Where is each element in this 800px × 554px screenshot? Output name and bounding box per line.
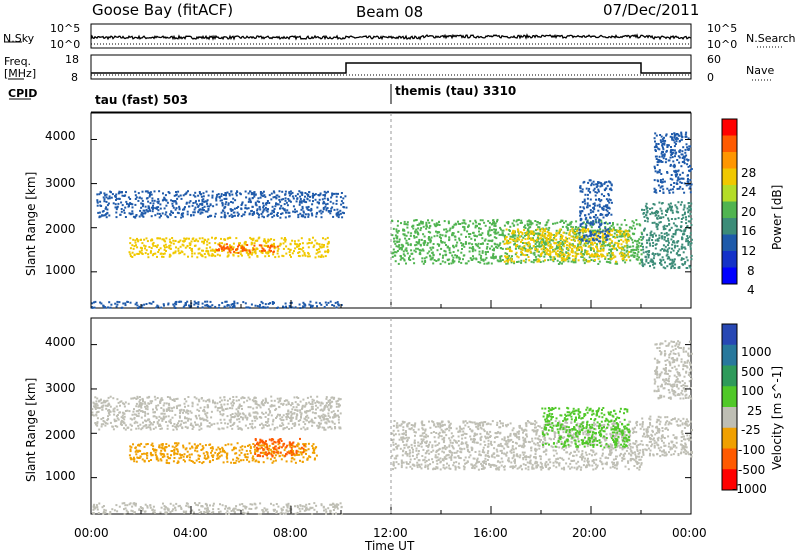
power-cb-tick-24: 24 bbox=[741, 185, 757, 199]
xtick-0800: 08:00 bbox=[273, 526, 308, 540]
power-ytick-4000: 4000 bbox=[45, 129, 76, 143]
power-ylabel: Slant Range [km] bbox=[24, 171, 38, 276]
power-ytick-2000: 2000 bbox=[45, 222, 76, 236]
velocity-cb-tick-25: 25 bbox=[747, 404, 763, 418]
velocity-colorbar-swatch bbox=[722, 324, 737, 346]
nave-tick-high: 60 bbox=[707, 53, 721, 66]
velocity-colorbar-swatch bbox=[722, 427, 737, 449]
velocity-colorbar-label: Velocity [m s^-1] bbox=[770, 365, 784, 470]
velocity-colorbar-swatch bbox=[722, 386, 737, 408]
xtick-0400: 04:00 bbox=[173, 526, 208, 540]
freq-trace bbox=[91, 62, 691, 74]
power-colorbar-swatch bbox=[722, 119, 737, 136]
power-colorbar-swatch bbox=[722, 267, 737, 285]
power-scatter-region-3 bbox=[91, 300, 343, 309]
power-colorbar-swatch bbox=[722, 234, 737, 252]
power-scatter-region-7 bbox=[641, 201, 693, 270]
velocity-colorbar-swatch bbox=[722, 448, 737, 470]
freq-unit-label: [MHz] bbox=[4, 67, 37, 80]
nsearch-tick-high: 10^5 bbox=[707, 22, 738, 35]
nave-tick-low: 0 bbox=[707, 71, 714, 84]
cpid-mode-1: tau (fast) 503 bbox=[95, 93, 188, 107]
power-colorbar-swatch bbox=[722, 251, 737, 268]
nsky-tick-low: 10^0 bbox=[50, 38, 81, 51]
velocity-cb-tick-m1000: -1000 bbox=[732, 482, 767, 496]
power-colorbar-swatch bbox=[722, 218, 737, 235]
power-cb-tick-20: 20 bbox=[741, 205, 757, 219]
freq-tick-high: 18 bbox=[65, 53, 79, 66]
power-colorbar-swatch bbox=[722, 201, 737, 219]
velocity-cb-tick-m100: -100 bbox=[738, 443, 766, 457]
velocity-cb-tick-m25: -25 bbox=[741, 423, 761, 437]
xtick-2000: 20:00 bbox=[572, 526, 607, 540]
nsky-trace bbox=[90, 33, 692, 41]
velocity-colorbar-swatch bbox=[722, 469, 737, 491]
xtick-2400: 00:00 bbox=[672, 526, 707, 540]
velocity-scatter-region-4 bbox=[541, 406, 631, 449]
power-cb-tick-28: 28 bbox=[741, 166, 757, 180]
freq-tick-low: 8 bbox=[71, 71, 78, 84]
nave-label: Nave bbox=[746, 64, 775, 77]
velocity-cb-tick-100: 100 bbox=[741, 384, 764, 398]
station-title: Goose Bay (fitACF) bbox=[92, 1, 234, 19]
nsky-label: N.Sky bbox=[3, 32, 35, 45]
velocity-cb-tick-m500: -500 bbox=[738, 463, 766, 477]
power-scatter-region-2 bbox=[216, 243, 279, 254]
velocity-scatter-region-5 bbox=[641, 415, 693, 458]
nsky-tick-high: 10^5 bbox=[50, 22, 81, 35]
power-ytick-3000: 3000 bbox=[45, 176, 76, 190]
cpid-label: CPID bbox=[8, 87, 38, 100]
velocity-ytick-3000: 3000 bbox=[45, 381, 76, 395]
velocity-scatter-region-0 bbox=[91, 395, 342, 431]
velocity-ylabel: Slant Range [km] bbox=[24, 377, 38, 482]
power-cb-tick-4: 4 bbox=[747, 283, 755, 297]
power-colorbar-label: Power [dB] bbox=[770, 184, 784, 250]
power-scatter-region-4 bbox=[391, 218, 643, 265]
velocity-cb-tick-500: 500 bbox=[741, 365, 764, 379]
x-axis-label: Time UT bbox=[365, 539, 415, 553]
velocity-ytick-1000: 1000 bbox=[45, 469, 76, 483]
velocity-cb-tick-1000: 1000 bbox=[741, 345, 772, 359]
power-cb-tick-16: 16 bbox=[741, 224, 757, 238]
velocity-colorbar-swatch bbox=[722, 365, 737, 387]
power-colorbar-swatch bbox=[722, 152, 737, 169]
nsearch-tick-low: 10^0 bbox=[707, 38, 738, 51]
power-cb-tick-8: 8 bbox=[747, 264, 755, 278]
power-scatter-region-8 bbox=[653, 131, 693, 194]
power-colorbar-swatch bbox=[722, 168, 737, 186]
velocity-colorbar-swatch bbox=[722, 344, 737, 366]
power-colorbar-swatch bbox=[722, 135, 737, 153]
freq-label: Freq. bbox=[4, 55, 32, 68]
power-colorbar-frame bbox=[721, 118, 738, 285]
velocity-colorbar-swatch bbox=[722, 407, 737, 429]
power-colorbar-swatch bbox=[722, 185, 737, 202]
beam-title: Beam 08 bbox=[356, 3, 424, 21]
cpid-mode-2: themis (tau) 3310 bbox=[395, 84, 517, 98]
nsearch-label: N.Search bbox=[746, 32, 796, 45]
power-scatter-region-6 bbox=[578, 179, 613, 243]
velocity-ytick-4000: 4000 bbox=[45, 335, 76, 349]
xtick-1600: 16:00 bbox=[473, 526, 508, 540]
xtick-1200: 12:00 bbox=[373, 526, 408, 540]
power-scatter-region-0 bbox=[96, 190, 348, 219]
velocity-scatter-region-2 bbox=[254, 437, 306, 458]
velocity-scatter-region-7 bbox=[92, 502, 343, 516]
power-ytick-1000: 1000 bbox=[45, 263, 76, 277]
xtick-0000: 00:00 bbox=[74, 526, 109, 540]
velocity-ytick-2000: 2000 bbox=[45, 428, 76, 442]
power-cb-tick-12: 12 bbox=[741, 244, 757, 258]
freq-panel-frame bbox=[90, 54, 692, 80]
velocity-colorbar-frame bbox=[721, 323, 738, 491]
nsky-panel-frame bbox=[90, 23, 692, 49]
velocity-scatter-region-1 bbox=[128, 442, 318, 465]
date-title: 07/Dec/2011 bbox=[603, 1, 700, 19]
